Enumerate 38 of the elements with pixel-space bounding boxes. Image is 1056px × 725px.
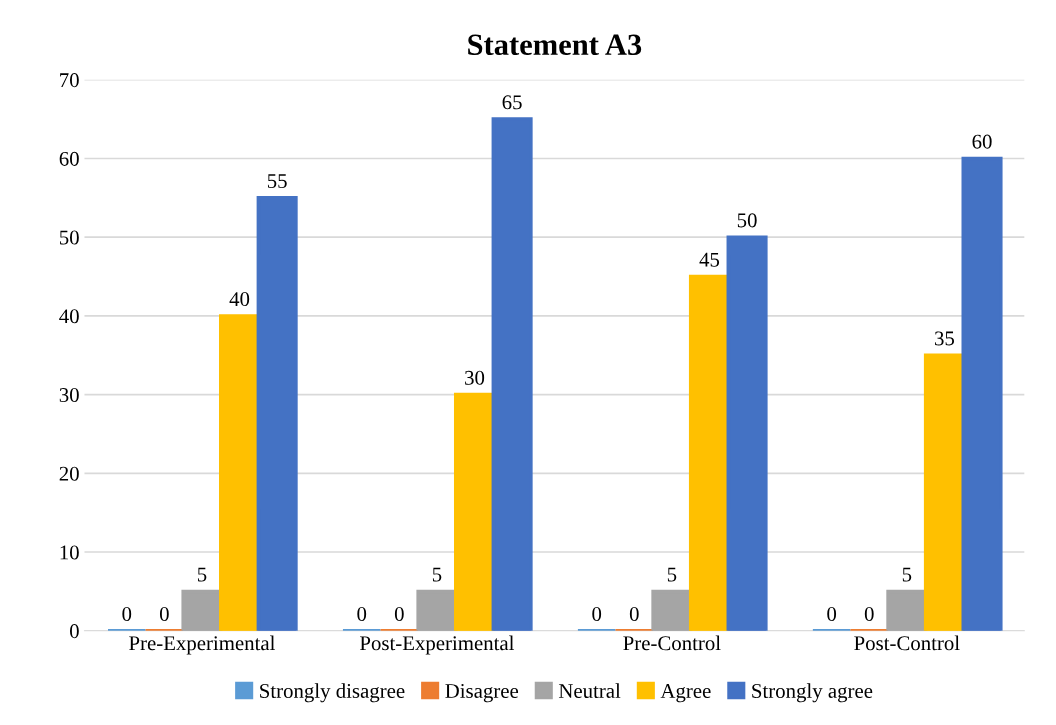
- data-label: 55: [267, 174, 287, 189]
- y-tick-label: 50: [60, 230, 79, 245]
- data-label: 0: [827, 606, 837, 621]
- data-label: 0: [122, 606, 132, 621]
- data-label: 50: [737, 213, 757, 228]
- data-label: 0: [394, 606, 404, 621]
- data-label: 60: [972, 134, 992, 149]
- y-tick-label: 10: [60, 545, 79, 560]
- data-label: 40: [229, 292, 250, 307]
- data-label: 65: [502, 95, 522, 110]
- data-label: 5: [432, 567, 442, 582]
- chart-title: Statement A3: [468, 34, 642, 56]
- data-label: 0: [159, 606, 169, 621]
- data-label: 5: [902, 567, 912, 582]
- legend-label: Strongly disagree: [260, 683, 405, 703]
- y-tick-label: 40: [59, 309, 79, 324]
- data-label: 35: [935, 331, 955, 346]
- data-label: 0: [864, 606, 874, 621]
- y-tick-label: 60: [59, 151, 79, 166]
- data-label: 0: [357, 606, 367, 621]
- legend-label: Agree: [660, 684, 711, 703]
- x-tick-label: Post-Experimental: [359, 635, 515, 655]
- x-tick-label: Post-Control: [854, 635, 960, 651]
- y-tick-label: 70: [60, 73, 79, 88]
- y-tick-label: 30: [59, 387, 79, 403]
- data-label: 0: [592, 606, 602, 621]
- legend-label: Neutral: [558, 683, 621, 698]
- legend-label: Disagree: [445, 683, 519, 703]
- x-tick-label: Pre-Experimental: [129, 635, 276, 655]
- data-label: 5: [197, 567, 207, 582]
- data-label: 5: [667, 567, 677, 582]
- y-tick-label: 0: [70, 624, 79, 639]
- data-label: 45: [699, 252, 720, 267]
- data-label: 30: [465, 370, 485, 385]
- y-tick-label: 20: [59, 466, 79, 481]
- x-tick-label: Pre-Control: [623, 635, 721, 651]
- legend-label: Strongly agree: [752, 683, 873, 703]
- data-label: 0: [629, 606, 639, 621]
